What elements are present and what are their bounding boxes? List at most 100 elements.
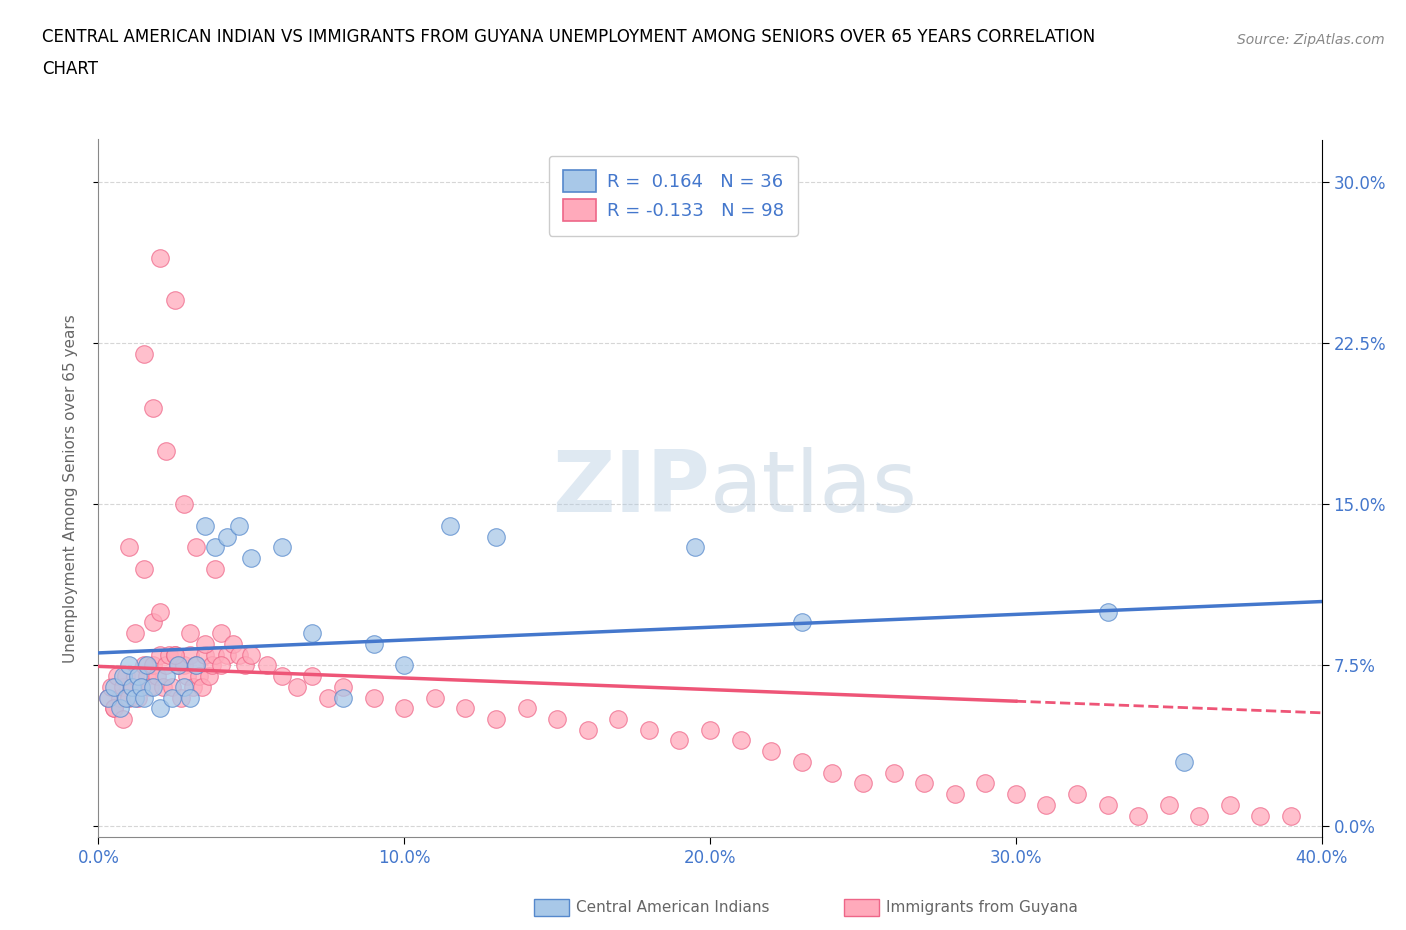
Point (1097, 797, 1119, 812)
Point (124, 669, 146, 684)
Point (363, 636, 385, 651)
Point (134, 347, 156, 362)
Point (149, 647, 172, 662)
Point (790, 754, 813, 769)
Point (270, 539, 292, 554)
Point (111, 669, 134, 684)
Point (194, 518, 217, 533)
Point (332, 679, 354, 694)
Point (637, 723, 661, 737)
Point (97, 690, 120, 705)
Point (912, 776, 935, 790)
Point (821, 765, 844, 780)
Text: Immigrants from Guyana: Immigrants from Guyana (886, 900, 1077, 915)
Point (152, 679, 174, 694)
Point (163, 647, 186, 662)
Point (1188, 808, 1211, 823)
Point (127, 669, 149, 684)
Point (186, 658, 208, 672)
Point (139, 679, 162, 694)
Point (142, 400, 165, 415)
Text: CENTRAL AMERICAN INDIAN VS IMMIGRANTS FROM GUYANA UNEMPLOYMENT AMONG SENIORS OVE: CENTRAL AMERICAN INDIAN VS IMMIGRANTS FR… (42, 28, 1095, 46)
Point (883, 765, 905, 780)
Point (576, 723, 599, 737)
Point (142, 679, 165, 694)
Point (136, 669, 159, 684)
Text: atlas: atlas (710, 446, 918, 530)
Point (160, 679, 183, 694)
Point (149, 701, 172, 716)
Point (270, 669, 292, 684)
Point (105, 669, 128, 684)
Point (546, 711, 568, 726)
Point (200, 658, 222, 672)
Point (316, 690, 339, 705)
Point (392, 658, 416, 672)
Point (186, 658, 208, 672)
Point (233, 658, 256, 672)
Point (163, 293, 186, 308)
Point (103, 701, 125, 716)
Text: CHART: CHART (42, 60, 98, 78)
Point (204, 647, 226, 662)
Point (204, 539, 226, 554)
Text: Central American Indians: Central American Indians (576, 900, 770, 915)
Point (181, 679, 204, 694)
Point (974, 776, 997, 790)
Point (173, 497, 195, 512)
Point (111, 711, 134, 726)
Point (134, 562, 156, 577)
Point (188, 669, 211, 684)
Legend: R =  0.164   N = 36, R = -0.133   N = 98: R = 0.164 N = 36, R = -0.133 N = 98 (548, 155, 799, 235)
Point (1097, 604, 1119, 619)
Point (155, 444, 177, 458)
Point (142, 615, 165, 630)
Point (127, 690, 149, 705)
Point (485, 711, 508, 726)
Point (1249, 808, 1271, 823)
Point (186, 539, 208, 554)
Point (155, 669, 177, 684)
Point (103, 701, 125, 716)
Point (363, 690, 385, 705)
Point (191, 679, 214, 694)
Point (176, 669, 198, 684)
Point (439, 518, 461, 533)
Point (149, 250, 172, 265)
Point (240, 551, 263, 565)
Point (97, 690, 120, 705)
Point (1035, 797, 1057, 812)
Point (111, 679, 134, 694)
Point (167, 658, 190, 672)
Point (1004, 787, 1026, 802)
Point (204, 562, 226, 577)
Point (1279, 808, 1302, 823)
Point (118, 690, 141, 705)
Point (1173, 754, 1195, 769)
Point (118, 658, 141, 672)
Point (115, 690, 138, 705)
Point (134, 658, 156, 672)
Point (209, 626, 232, 641)
Point (129, 679, 152, 694)
Point (222, 636, 245, 651)
Point (423, 690, 446, 705)
Point (332, 690, 354, 705)
Point (170, 690, 193, 705)
Point (124, 626, 146, 641)
Point (115, 669, 138, 684)
Point (108, 701, 131, 716)
Point (285, 679, 308, 694)
Point (683, 539, 706, 554)
Point (157, 647, 180, 662)
Point (485, 529, 508, 544)
Point (118, 539, 141, 554)
Point (301, 626, 323, 641)
Point (730, 733, 752, 748)
Point (173, 679, 195, 694)
Text: Source: ZipAtlas.com: Source: ZipAtlas.com (1237, 33, 1385, 46)
Point (134, 690, 156, 705)
Point (1219, 797, 1241, 812)
Point (215, 647, 238, 662)
Point (1157, 797, 1180, 812)
